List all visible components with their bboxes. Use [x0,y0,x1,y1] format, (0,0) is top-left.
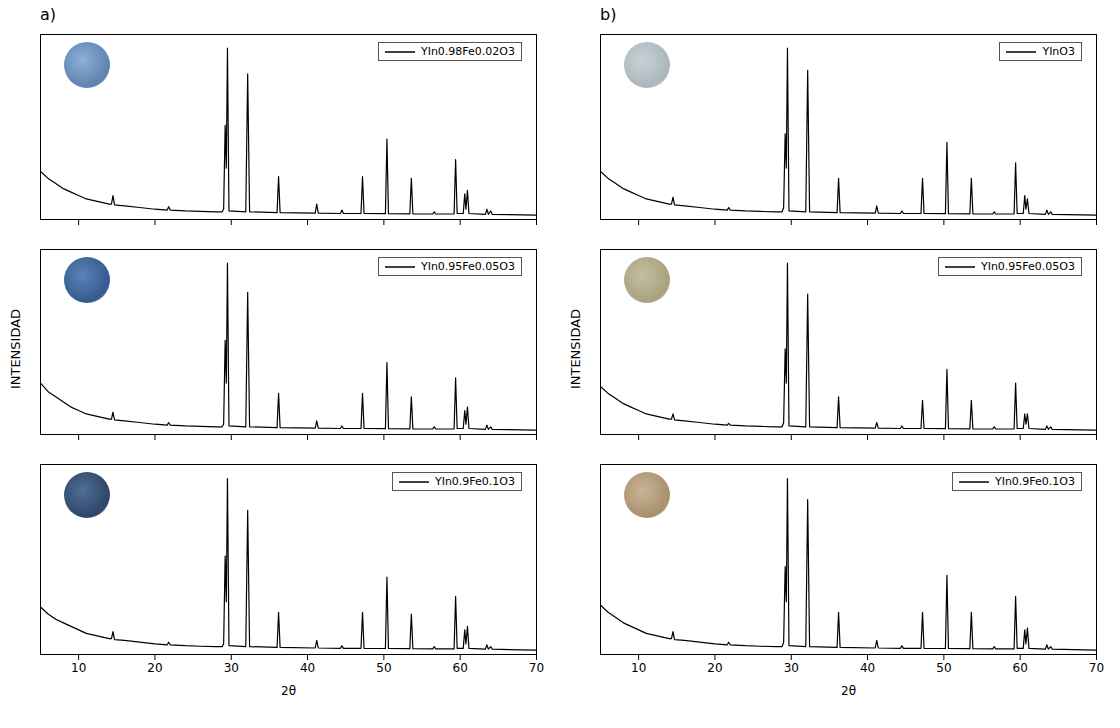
html-text:YIn0.9Fe0.1O3: YIn0.9Fe0.1O3 [434,475,515,488]
svg-text:70: 70 [529,661,544,675]
html-text:INTENSIDAD: INTENSIDAD [7,308,23,389]
svg-text:10: 10 [71,661,86,675]
svg-text:50: 50 [376,661,391,675]
svg-text:40: 40 [860,661,875,675]
svg-text:30: 30 [224,661,239,675]
html-text:YIn0.98Fe0.02O3: YIn0.98Fe0.02O3 [420,45,515,58]
svg-text:2θ: 2θ [281,684,296,698]
svg-text:40: 40 [300,661,315,675]
html-text:YInO3: YInO3 [1042,45,1075,58]
html-text:b): b) [600,5,617,24]
html-text:a): a) [40,5,56,24]
svg-text:70: 70 [1089,661,1104,675]
svg-text:2θ: 2θ [841,684,856,698]
svg-text:20: 20 [147,661,162,675]
svg-text:10: 10 [631,661,646,675]
svg-text:20: 20 [707,661,722,675]
svg-text:50: 50 [936,661,951,675]
html-text:YIn0.95Fe0.05O3: YIn0.95Fe0.05O3 [420,260,515,273]
html-text:YIn0.95Fe0.05O3: YIn0.95Fe0.05O3 [980,260,1075,273]
html-text:INTENSIDAD: INTENSIDAD [567,308,583,389]
svg-text:60: 60 [453,661,468,675]
svg-text:60: 60 [1013,661,1028,675]
svg-text:30: 30 [784,661,799,675]
html-text:YIn0.9Fe0.1O3: YIn0.9Fe0.1O3 [994,475,1075,488]
